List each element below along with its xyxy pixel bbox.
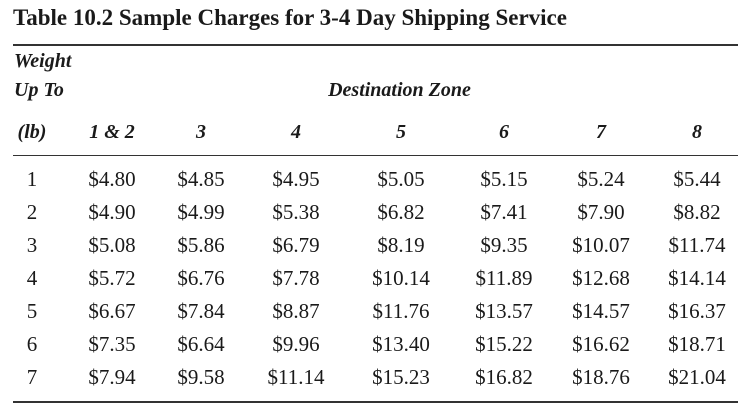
charge-cell: $7.84	[177, 299, 225, 323]
charge-cell: $4.99	[177, 200, 225, 224]
charge-cell: $7.41	[480, 200, 528, 224]
header-rule	[13, 155, 738, 156]
charge-cell: $18.71	[668, 332, 726, 356]
charge-cell: $8.19	[377, 233, 425, 257]
charge-cell: $5.72	[88, 266, 136, 290]
table-row: 6 $7.35 $6.64 $9.96 $13.40 $15.22 $16.62 $18.71	[0, 332, 752, 364]
charge-cell: $4.80	[88, 167, 136, 191]
column-header-zone-8: 8	[692, 121, 702, 143]
charge-cell: $15.22	[475, 332, 533, 356]
charge-cell: $6.79	[272, 233, 320, 257]
charge-cell: $11.74	[668, 233, 726, 257]
charge-cell: $12.68	[572, 266, 630, 290]
charge-cell: $6.82	[377, 200, 425, 224]
top-rule	[13, 44, 738, 46]
charge-cell: $10.14	[372, 266, 430, 290]
table-row: 7 $7.94 $9.58 $11.14 $15.23 $16.82 $18.76 $21.0…	[0, 365, 752, 397]
charge-cell: $11.14	[267, 365, 325, 389]
charge-cell: $5.44	[673, 167, 721, 191]
weight-header-line1: Weight	[14, 50, 72, 72]
charge-cell: $6.67	[88, 299, 136, 323]
charge-cell: $4.85	[177, 167, 225, 191]
column-header-zone-6: 6	[499, 121, 509, 143]
charge-cell: $9.35	[480, 233, 528, 257]
table-row: 1 $4.80 $4.85 $4.95 $5.05 $5.15 $5.24 $5.44	[0, 167, 752, 199]
charge-cell: $18.76	[572, 365, 630, 389]
table-row: 2 $4.90 $4.99 $5.38 $6.82 $7.41 $7.90 $8.82	[0, 200, 752, 232]
charge-cell: $11.76	[372, 299, 430, 323]
charge-cell: $5.08	[88, 233, 136, 257]
charge-cell: $5.15	[480, 167, 528, 191]
charge-cell: $4.95	[272, 167, 320, 191]
charge-cell: $7.35	[88, 332, 136, 356]
charge-cell: $11.89	[475, 266, 533, 290]
column-header-lb: (lb)	[17, 121, 47, 143]
charge-cell: $13.40	[372, 332, 430, 356]
weight-cell: 4	[26, 266, 38, 290]
weight-cell: 3	[26, 233, 38, 257]
charge-cell: $5.38	[272, 200, 320, 224]
table-title: Table 10.2 Sample Charges for 3-4 Day Sh…	[13, 5, 567, 30]
charge-cell: $21.04	[668, 365, 726, 389]
column-header-zone-7: 7	[596, 121, 606, 143]
weight-cell: 1	[26, 167, 38, 191]
charge-cell: $7.94	[88, 365, 136, 389]
charge-cell: $5.05	[377, 167, 425, 191]
bottom-rule	[13, 401, 738, 403]
table-row: 5 $6.67 $7.84 $8.87 $11.76 $13.57 $14.57 $16.37	[0, 299, 752, 331]
charge-cell: $14.57	[572, 299, 630, 323]
charge-cell: $16.62	[572, 332, 630, 356]
weight-header-line2: Up To	[14, 79, 64, 101]
destination-zone-header: Destination Zone	[328, 79, 471, 101]
column-header-zone-3: 3	[196, 121, 206, 143]
charge-cell: $6.76	[177, 266, 225, 290]
weight-cell: 6	[26, 332, 38, 356]
weight-cell: 5	[26, 299, 38, 323]
charge-cell: $15.23	[372, 365, 430, 389]
charge-cell: $16.82	[475, 365, 533, 389]
charge-cell: $5.24	[577, 167, 625, 191]
column-header-zone-1-2: 1 & 2	[89, 121, 135, 143]
weight-cell: 7	[26, 365, 38, 389]
charge-cell: $4.90	[88, 200, 136, 224]
table-row: 4 $5.72 $6.76 $7.78 $10.14 $11.89 $12.68 $14.14	[0, 266, 752, 298]
charge-cell: $9.96	[272, 332, 320, 356]
charge-cell: $9.58	[177, 365, 225, 389]
charge-cell: $13.57	[475, 299, 533, 323]
weight-cell: 2	[26, 200, 38, 224]
column-header-zone-5: 5	[396, 121, 406, 143]
charge-cell: $8.82	[673, 200, 721, 224]
charge-cell: $10.07	[572, 233, 630, 257]
charge-cell: $5.86	[177, 233, 225, 257]
charge-cell: $7.90	[577, 200, 625, 224]
charge-cell: $16.37	[668, 299, 726, 323]
charge-cell: $7.78	[272, 266, 320, 290]
table-row: 3 $5.08 $5.86 $6.79 $8.19 $9.35 $10.07 $11.74	[0, 233, 752, 265]
charge-cell: $8.87	[272, 299, 320, 323]
charge-cell: $14.14	[668, 266, 726, 290]
charge-cell: $6.64	[177, 332, 225, 356]
column-header-zone-4: 4	[291, 121, 301, 143]
